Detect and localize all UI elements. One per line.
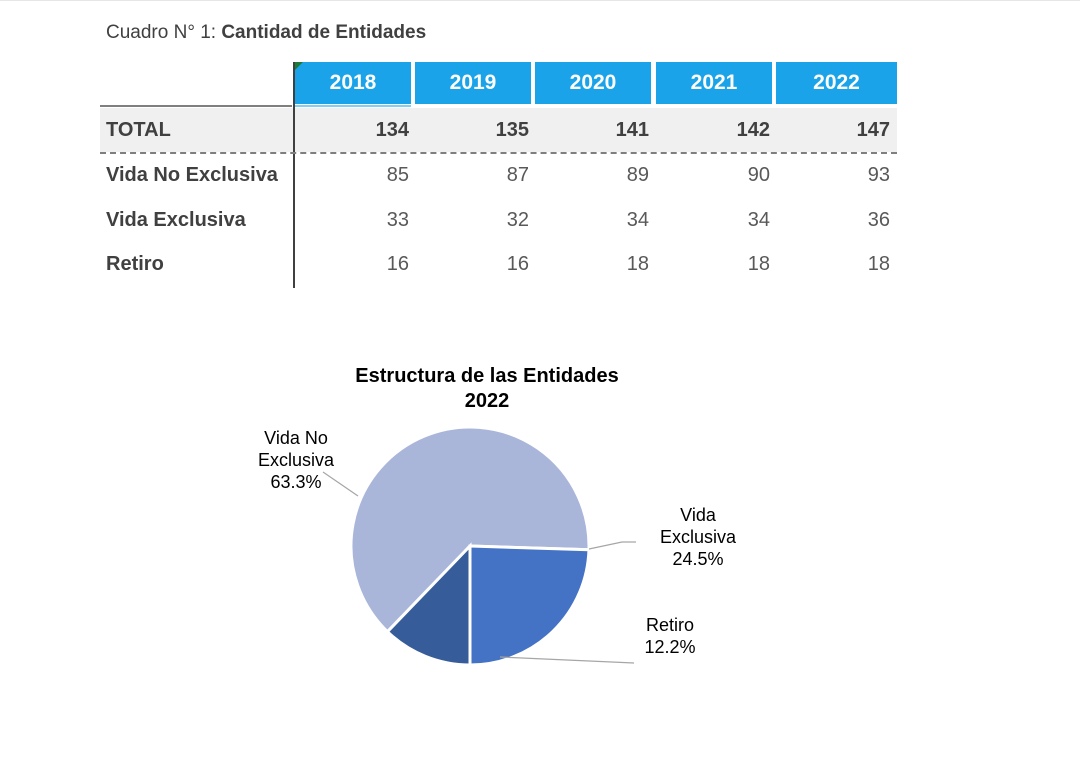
selected-cell-underline: [295, 105, 411, 107]
table-cell: 18: [626, 253, 649, 275]
table-cell: 85: [386, 164, 409, 186]
table-cell: 135: [495, 119, 529, 141]
table-cell: 16: [506, 253, 529, 275]
slice-label-text: Vida: [680, 505, 716, 525]
table-cell: 34: [626, 209, 649, 231]
table-cell: 16: [386, 253, 409, 275]
top-border: [0, 0, 1080, 1]
table-cell: 33: [386, 209, 409, 231]
slice-label-retiro: Retiro 12.2%: [630, 614, 710, 658]
year-header-2021: 2021: [656, 62, 772, 104]
table-cell: 87: [506, 164, 529, 186]
table-caption: Cuadro N° 1: Cantidad de Entidades: [106, 22, 426, 44]
table-cell: 93: [867, 164, 890, 186]
leader-line-retiro: [499, 656, 635, 664]
leader-line-vida-exclusiva: [588, 541, 636, 550]
table-cell: 34: [747, 209, 770, 231]
year-header-2019: 2019: [415, 62, 531, 104]
table-cell: 147: [856, 119, 890, 141]
slice-percent: 24.5%: [672, 549, 724, 569]
pie-slice-retiro: [385, 542, 472, 667]
slice-label-text: Exclusiva: [257, 450, 335, 470]
slice-label-text: Exclusiva: [659, 527, 737, 547]
table-cell: 134: [375, 119, 409, 141]
leader-line-vida-no-exclusiva: [322, 471, 359, 497]
total-row-band: [100, 108, 897, 152]
chart-title-line: Estructura de las Entidades: [355, 365, 619, 387]
slice-label-text: Vida No: [264, 428, 328, 448]
table-cell: 18: [867, 253, 890, 275]
header-underline: [100, 105, 292, 107]
label-column-divider: [293, 62, 295, 288]
table-cell: 90: [747, 164, 770, 186]
slice-label-vida-no-exclusiva: Vida No Exclusiva 63.3%: [236, 427, 356, 493]
slice-label-text: Retiro: [645, 615, 694, 635]
caption-title: Cantidad de Entidades: [221, 22, 427, 43]
table-cell: 141: [615, 119, 649, 141]
pie-slice-vida-exclusiva: [468, 544, 591, 667]
year-header-2018: 2018: [295, 62, 411, 104]
slice-label-vida-exclusiva: Vida Exclusiva 24.5%: [638, 504, 758, 570]
chart-subtitle: 2022: [464, 390, 510, 412]
row-label-total: TOTAL: [106, 119, 171, 141]
table-cell: 142: [736, 119, 770, 141]
table-cell: 36: [867, 209, 890, 231]
row-label-vida-no-exclusiva: Vida No Exclusiva: [106, 164, 278, 186]
total-dashed-divider: [100, 152, 897, 154]
slice-percent: 12.2%: [644, 637, 696, 657]
table-cell: 89: [626, 164, 649, 186]
row-label-retiro: Retiro: [106, 253, 164, 275]
year-header-2022: 2022: [776, 62, 897, 104]
table-cell: 32: [506, 209, 529, 231]
slice-percent: 63.3%: [270, 472, 322, 492]
pie-slice-vida-no-exclusiva: [349, 425, 591, 634]
cell-marker: [294, 62, 303, 71]
year-header-2020: 2020: [535, 62, 651, 104]
row-label-vida-exclusiva: Vida Exclusiva: [106, 209, 246, 231]
table-cell: 18: [747, 253, 770, 275]
caption-prefix: Cuadro N° 1:: [106, 22, 222, 43]
chart-title: Estructura de las Entidades 2022: [337, 364, 637, 414]
